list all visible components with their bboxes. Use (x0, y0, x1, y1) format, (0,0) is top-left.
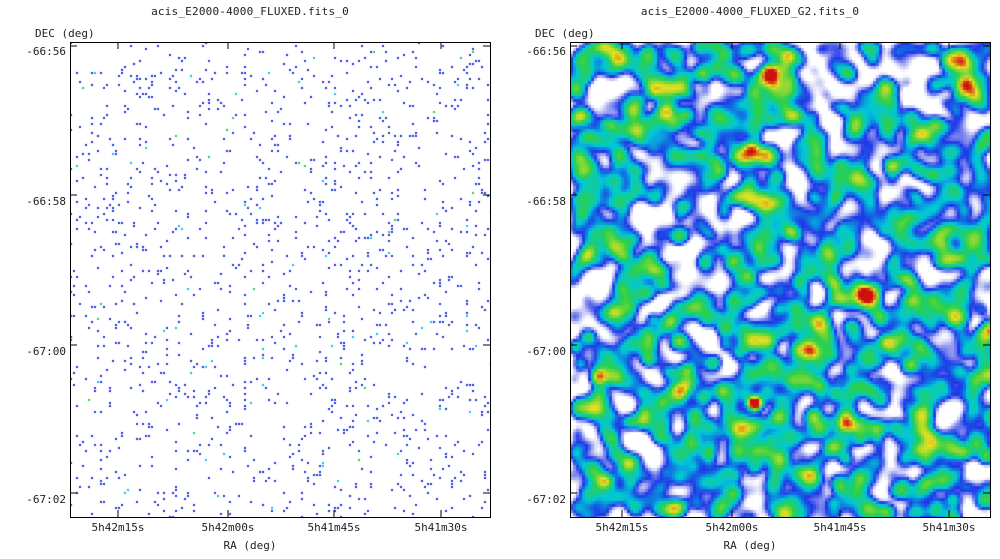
plot-frame (70, 42, 491, 518)
x-axis-label: RA (deg) (723, 539, 777, 552)
chart-title: acis_E2000-4000_FLUXED.fits_0 (151, 5, 349, 18)
heatmap-image-raw (70, 42, 491, 518)
y-tick-label: -66:58 (526, 195, 566, 208)
y-axis-label: DEC (deg) (535, 27, 595, 40)
x-axis-label: RA (deg) (223, 539, 277, 552)
x-tick-label: 5h41m45s (813, 521, 867, 534)
plot-frame (570, 42, 991, 518)
x-tick-label: 5h42m00s (201, 521, 255, 534)
y-tick-label: -66:56 (526, 45, 566, 58)
y-tick-label: -66:58 (26, 195, 66, 208)
x-tick-label: 5h42m00s (705, 521, 759, 534)
x-tick-label: 5h42m15s (91, 521, 145, 534)
plot-border (70, 42, 491, 518)
y-tick-label: -67:00 (26, 345, 66, 358)
chart-title: acis_E2000-4000_FLUXED_G2.fits_0 (640, 5, 860, 18)
y-tick-label: -67:02 (526, 493, 566, 506)
y-tick-label: -66:56 (26, 45, 66, 58)
x-tick-label: 5h41m30s (922, 521, 976, 534)
plot-area[interactable] (70, 42, 491, 518)
y-tick-label: -67:00 (526, 345, 566, 358)
x-tick-label: 5h42m15s (595, 521, 649, 534)
x-tick-label: 5h41m45s (307, 521, 361, 534)
x-tick-label: 5h41m30s (414, 521, 468, 534)
heatmap-image-smoothed (570, 42, 991, 518)
panel-smoothed-counts: acis_E2000-4000_FLUXED_G2.fits_0 DEC (de… (500, 0, 1000, 559)
y-axis-label: DEC (deg) (35, 27, 95, 40)
y-tick-label: -67:02 (26, 493, 66, 506)
panel-raw-counts: acis_E2000-4000_FLUXED.fits_0 DEC (deg) … (26, 5, 491, 552)
plot-border (570, 42, 991, 518)
plot-area[interactable] (570, 42, 991, 518)
